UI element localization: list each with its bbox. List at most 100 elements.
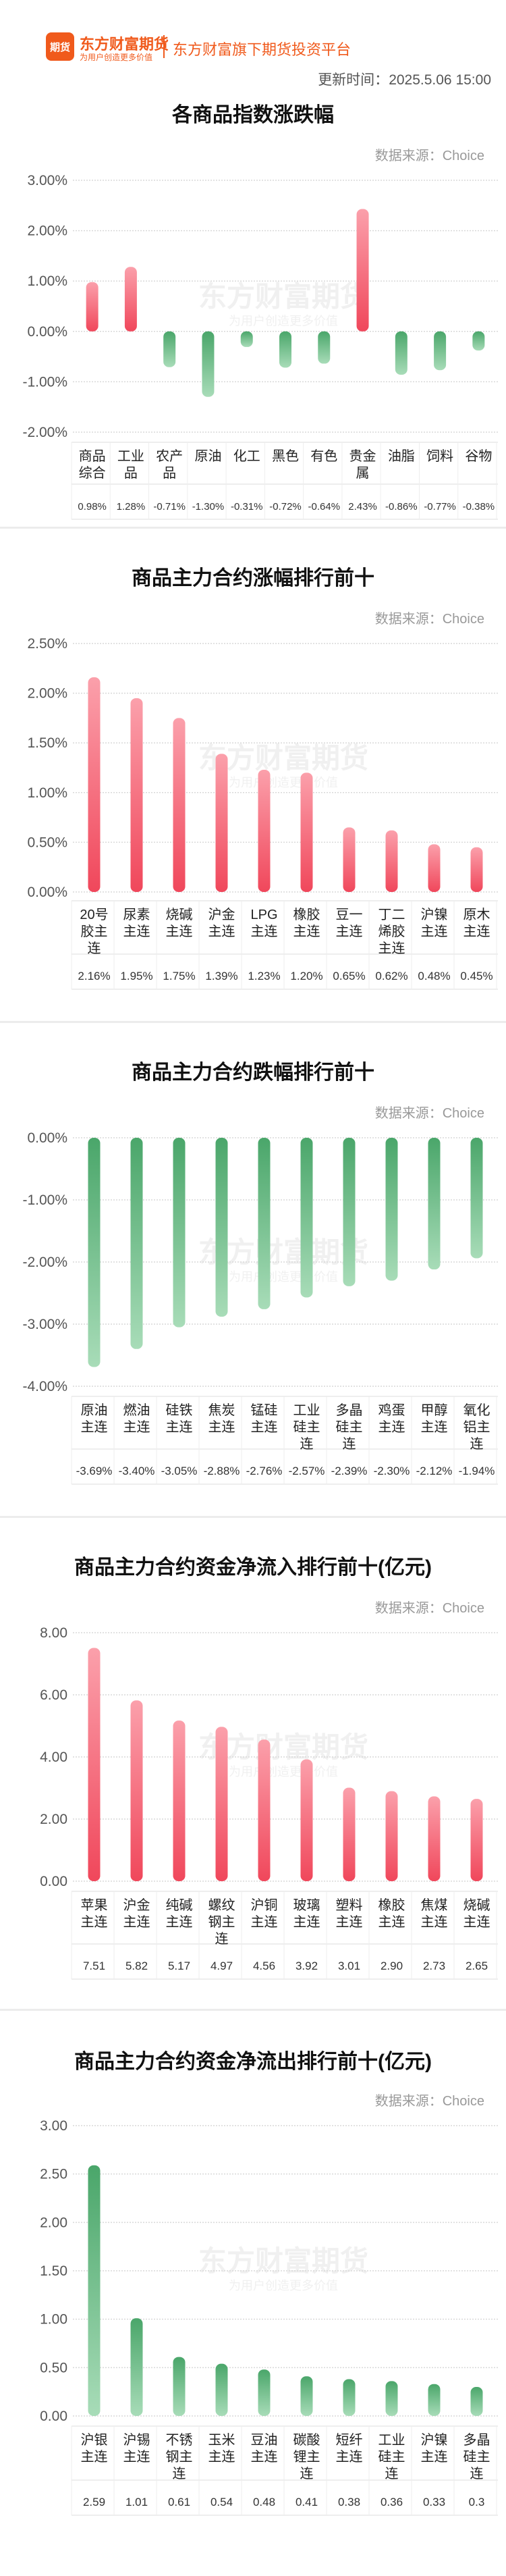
platform-name: 东方财富旗下期货投资平台: [173, 41, 352, 58]
y-tick-label: 2.00: [40, 1812, 67, 1827]
category-label: 碳酸: [293, 2432, 320, 2448]
value-label: 1.20%: [290, 970, 322, 982]
category-label: 主连: [336, 2449, 363, 2465]
value-label: -3.05%: [161, 1465, 198, 1477]
value-label: 1.95%: [120, 970, 152, 982]
category-label: 丁二: [378, 908, 405, 922]
value-label: -2.12%: [416, 1465, 453, 1477]
value-label: 1.39%: [205, 970, 237, 982]
category-label: 连: [300, 2466, 314, 2481]
category-label: 工业: [293, 1402, 320, 1418]
category-label: 主连: [81, 1419, 108, 1435]
category-label: 烧碱: [463, 1897, 490, 1913]
bar: [215, 1727, 228, 1881]
category-label: 主连: [421, 2449, 448, 2465]
brand-logo-icon: 期货: [46, 32, 74, 61]
value-label: 0.3: [469, 2496, 485, 2508]
bar: [428, 1138, 441, 1270]
category-label: 品: [163, 466, 176, 481]
category-label: 主连: [378, 1914, 405, 1930]
watermark-sub: 为用户创造更多价值: [229, 776, 338, 789]
y-tick-label: 0.00: [40, 2409, 67, 2424]
category-label: 连: [470, 2466, 484, 2481]
value-label: 0.38: [338, 2496, 360, 2508]
category-label: 谷物: [465, 448, 492, 464]
value-label: -0.38%: [463, 501, 495, 512]
category-label: 烧碱: [166, 907, 193, 922]
bar: [300, 2376, 313, 2416]
value-label: 4.97: [210, 1960, 233, 1972]
y-tick-label: 1.00: [40, 2312, 67, 2328]
bar: [470, 1138, 483, 1259]
category-label: 甲醇: [421, 1402, 448, 1418]
category-label: 主连: [166, 924, 193, 939]
category-label: 主连: [166, 1419, 193, 1435]
value-label: -2.57%: [289, 1465, 325, 1477]
category-label: 尿素: [123, 907, 150, 922]
category-label: 沪镍: [421, 907, 448, 922]
bar: [385, 830, 398, 892]
watermark-sub: 为用户创造更多价值: [229, 2279, 338, 2292]
y-tick-label: 2.00%: [27, 224, 67, 239]
category-label: 品: [124, 466, 138, 481]
brand-name: 东方财富期货: [80, 36, 169, 53]
y-tick-label: 2.00: [40, 2215, 67, 2230]
bar: [173, 2357, 186, 2416]
value-label: 5.17: [168, 1960, 190, 1972]
bar: [202, 331, 215, 397]
chart-title: 商品主力合约资金净流入排行前十(亿元): [74, 1556, 432, 1579]
y-tick-label: 0.00%: [27, 1130, 67, 1146]
category-label: 硅主: [293, 1419, 320, 1435]
bar: [300, 1759, 313, 1881]
bar: [472, 331, 485, 351]
category-label: 连: [385, 2466, 399, 2481]
value-label: 0.33: [423, 2496, 445, 2508]
category-label: 豆油: [251, 2432, 278, 2448]
watermark-sub: 为用户创造更多价值: [229, 315, 338, 328]
chart-title: 各商品指数涨跌幅: [171, 103, 334, 126]
category-label: 硅主: [336, 1419, 363, 1435]
chart-title: 商品主力合约资金净流出排行前十(亿元): [74, 2050, 432, 2073]
category-label: 燃油: [123, 1402, 150, 1418]
category-label: 连: [215, 1931, 229, 1947]
category-label: 沪银: [81, 2432, 108, 2448]
value-label: -3.40%: [119, 1465, 155, 1477]
chart-title: 商品主力合约涨幅排行前十: [132, 567, 374, 589]
value-label: 2.43%: [348, 501, 377, 512]
category-label: 主连: [378, 1419, 405, 1435]
value-label: 2.16%: [78, 970, 110, 982]
value-label: 2.59: [83, 2496, 105, 2508]
category-label: 主连: [81, 2449, 108, 2465]
bar: [258, 2369, 271, 2416]
category-label: 铝主: [463, 1419, 490, 1435]
bar: [318, 331, 331, 364]
y-tick-label: 0.50: [40, 2360, 67, 2375]
bar: [130, 1138, 143, 1349]
y-tick-label: 0.00%: [27, 885, 67, 900]
value-label: 1.28%: [117, 501, 146, 512]
category-label: 连: [173, 2466, 186, 2481]
net-inflow-chart: 商品主力合约资金净流入排行前十(亿元)数据来源：Choice东方财富期货为用户创…: [40, 1556, 498, 1980]
category-label: 胶主: [81, 924, 108, 939]
category-label: 油脂: [388, 448, 415, 464]
category-label: 主连: [463, 924, 490, 939]
category-label: 主连: [293, 924, 320, 939]
bar: [428, 1796, 441, 1881]
bar: [130, 698, 143, 892]
category-label: 塑料: [336, 1897, 363, 1913]
value-label: -2.39%: [331, 1465, 368, 1477]
category-label: 主连: [123, 2449, 150, 2465]
value-label: -0.77%: [424, 501, 456, 512]
category-label: 主连: [378, 941, 405, 956]
y-tick-label: -2.00%: [22, 425, 67, 440]
bar: [434, 331, 447, 371]
chart-source: 数据来源：Choice: [375, 1600, 484, 1616]
y-tick-label: -1.00%: [22, 1192, 67, 1208]
chart-source: 数据来源：Choice: [375, 611, 484, 627]
category-label: 20号: [80, 908, 108, 922]
value-label: 7.51: [83, 1960, 105, 1972]
category-label: 主连: [251, 924, 278, 939]
y-tick-label: -1.00%: [22, 374, 67, 390]
value-label: 5.82: [125, 1960, 148, 1972]
category-label: 纯碱: [166, 1897, 193, 1913]
